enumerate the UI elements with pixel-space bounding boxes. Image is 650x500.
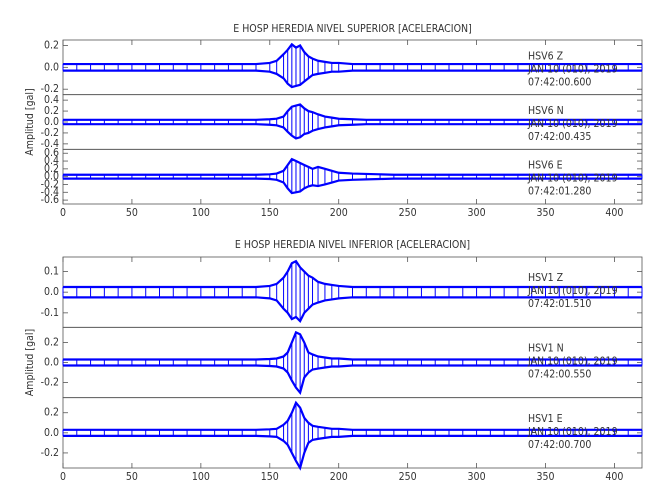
- date-label: JAN 10 (010), 2019: [527, 173, 618, 185]
- time-label: 07:42:00.550: [528, 368, 591, 380]
- y-tick-label: -0.2: [41, 127, 59, 139]
- y-tick-label: -0.2: [41, 83, 59, 95]
- y-tick-label: 0.2: [44, 336, 59, 348]
- envelope-upper: [63, 103, 642, 121]
- chart-title: E HOSP HEREDIA NIVEL INFERIOR [ACELERACI…: [235, 239, 470, 251]
- station-label: HSV6 N: [528, 105, 564, 117]
- y-tick-label: -0.2: [41, 377, 59, 389]
- time-label: 07:42:01.280: [528, 186, 591, 198]
- date-label: JAN 10 (010), 2019: [527, 426, 618, 438]
- y-tick-label: 0.0: [44, 427, 59, 439]
- x-tick-label: 400: [605, 471, 623, 483]
- y-axis-label: Amplitud [gal]: [24, 329, 36, 396]
- envelope-lower: [63, 296, 642, 323]
- y-tick-label: 0.1: [44, 265, 59, 277]
- date-label: JAN 10 (010), 2019: [527, 118, 618, 130]
- envelope-upper: [63, 400, 642, 431]
- y-tick-label: -0.1: [41, 307, 59, 319]
- x-tick-label: 250: [399, 207, 417, 219]
- y-tick-label: -0.2: [41, 178, 59, 190]
- y-tick-label: 0.4: [44, 94, 59, 106]
- envelope-lower: [63, 177, 642, 195]
- time-label: 07:42:00.435: [528, 131, 591, 143]
- x-tick-label: 350: [536, 471, 554, 483]
- x-tick-label: 0: [60, 471, 66, 483]
- y-tick-label: 0.2: [44, 105, 59, 117]
- envelope-upper: [63, 42, 642, 66]
- x-tick-label: 300: [468, 207, 486, 219]
- y-tick-label: 0.2: [44, 163, 59, 175]
- envelope-upper: [63, 259, 642, 289]
- x-tick-label: 300: [468, 471, 486, 483]
- time-label: 07:42:01.510: [528, 298, 591, 310]
- y-tick-label: -0.4: [41, 186, 59, 198]
- y-axis-label: Amplitud [gal]: [24, 88, 36, 155]
- x-tick-label: 250: [399, 471, 417, 483]
- y-tick-label: 0.0: [44, 116, 59, 128]
- y-tick-label: -0.2: [41, 447, 59, 459]
- x-tick-label: 200: [330, 207, 348, 219]
- station-label: HSV1 Z: [528, 272, 564, 284]
- date-label: JAN 10 (010), 2019: [527, 355, 618, 367]
- x-tick-label: 50: [126, 471, 138, 483]
- y-tick-label: -0.4: [41, 138, 59, 150]
- y-tick-label: 0.6: [44, 147, 59, 159]
- x-tick-label: 150: [261, 471, 279, 483]
- station-label: HSV6 E: [528, 160, 563, 172]
- y-tick-label: -0.6: [41, 194, 59, 206]
- y-tick-label: 0.0: [44, 286, 59, 298]
- station-label: HSV1 E: [528, 413, 563, 425]
- x-tick-label: 100: [192, 471, 210, 483]
- envelope-lower: [63, 364, 642, 395]
- y-tick-label: 0.4: [44, 155, 59, 167]
- envelope-upper: [63, 330, 642, 361]
- envelope-lower: [63, 123, 642, 140]
- x-tick-label: 100: [192, 207, 210, 219]
- time-label: 07:42:00.700: [528, 439, 591, 451]
- y-tick-label: 0.0: [44, 357, 59, 369]
- x-tick-label: 150: [261, 207, 279, 219]
- chart-title: E HOSP HEREDIA NIVEL SUPERIOR [ACELERACI…: [233, 23, 472, 35]
- y-tick-label: 0.0: [44, 61, 59, 73]
- envelope-upper: [63, 157, 642, 176]
- x-tick-label: 50: [126, 207, 138, 219]
- envelope-lower: [63, 434, 642, 471]
- y-tick-label: 0.0: [44, 171, 59, 183]
- envelope-lower: [63, 69, 642, 89]
- date-label: JAN 10 (010), 2019: [527, 63, 618, 75]
- x-tick-label: 350: [536, 207, 554, 219]
- time-label: 07:42:00.600: [528, 76, 591, 88]
- x-tick-label: 200: [330, 471, 348, 483]
- y-tick-label: 0.2: [44, 407, 59, 419]
- station-label: HSV6 Z: [528, 50, 564, 62]
- x-tick-label: 0: [60, 207, 66, 219]
- y-tick-label: 0.2: [44, 39, 59, 51]
- x-tick-label: 400: [605, 207, 623, 219]
- station-label: HSV1 N: [528, 342, 564, 354]
- date-label: JAN 10 (010), 2019: [527, 285, 618, 297]
